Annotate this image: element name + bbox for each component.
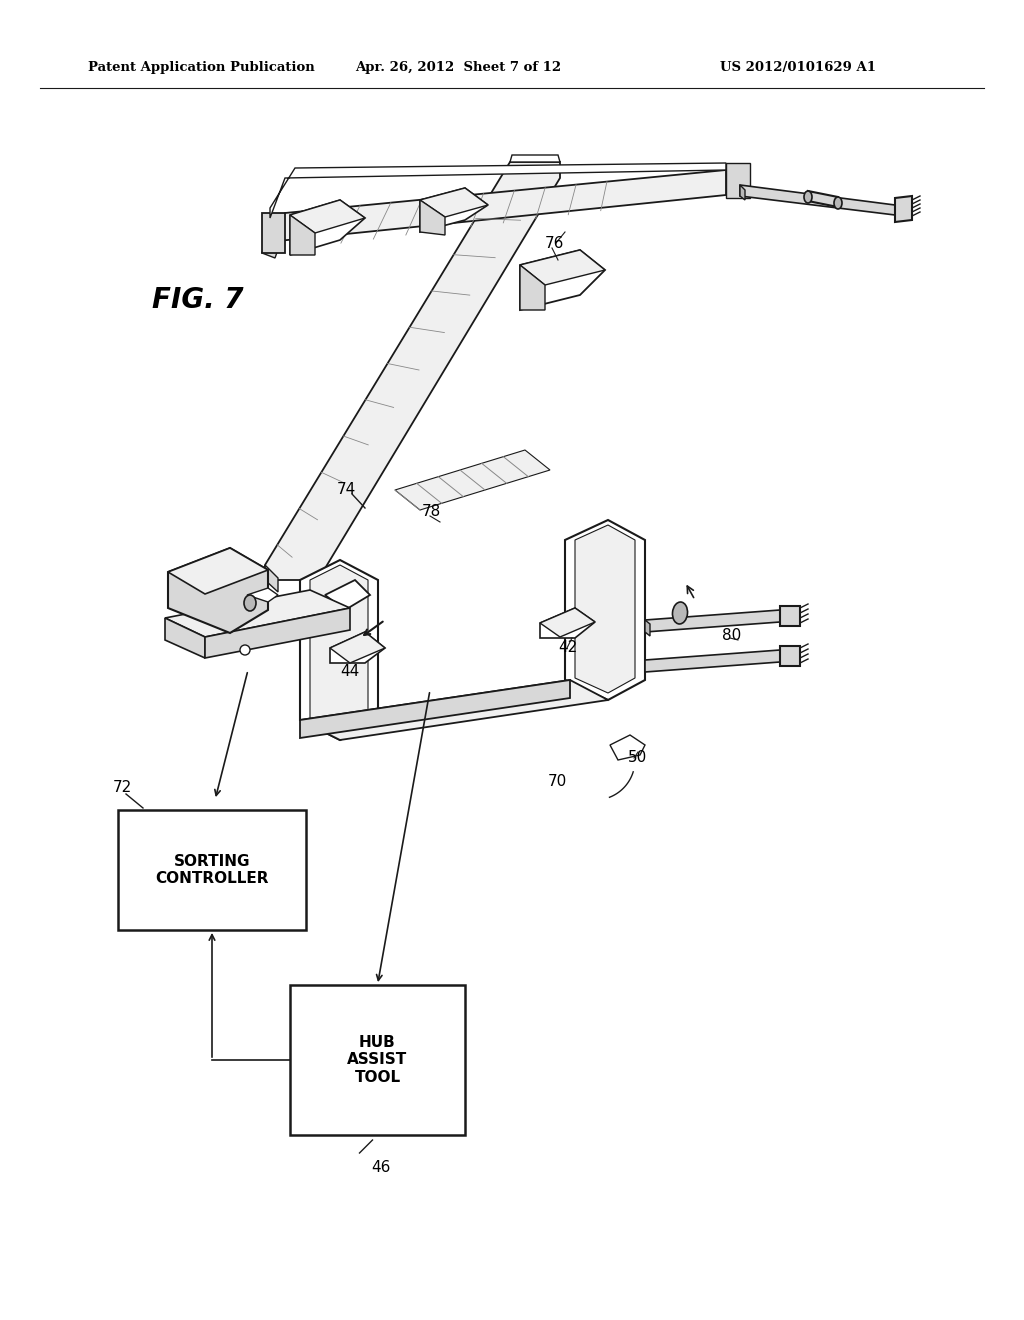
Polygon shape [265,565,278,591]
Text: 46: 46 [372,1159,391,1175]
Text: Patent Application Publication: Patent Application Publication [88,61,314,74]
Polygon shape [520,249,605,285]
FancyArrowPatch shape [687,586,693,598]
Polygon shape [645,610,780,632]
Polygon shape [565,520,645,700]
Text: 72: 72 [113,780,132,796]
Polygon shape [300,680,570,738]
Text: FIG. 7: FIG. 7 [152,286,244,314]
Text: 78: 78 [422,504,441,520]
Polygon shape [330,632,385,663]
Text: 42: 42 [558,639,578,655]
Text: HUB
ASSIST
TOOL: HUB ASSIST TOOL [347,1035,408,1085]
Polygon shape [168,548,268,634]
Polygon shape [610,735,645,760]
Polygon shape [165,590,350,638]
Polygon shape [645,620,650,636]
Polygon shape [420,187,488,216]
Ellipse shape [673,602,687,624]
Polygon shape [262,170,726,253]
Polygon shape [118,810,306,931]
Text: 50: 50 [628,751,647,766]
Text: US 2012/0101629 A1: US 2012/0101629 A1 [720,61,876,74]
Polygon shape [290,201,365,234]
Polygon shape [330,632,385,663]
Polygon shape [520,249,605,310]
Polygon shape [168,548,268,594]
Polygon shape [310,565,368,733]
Polygon shape [510,154,560,162]
Polygon shape [575,525,635,693]
Polygon shape [895,195,912,222]
Polygon shape [808,191,838,207]
Ellipse shape [244,595,256,611]
Polygon shape [740,185,745,201]
Polygon shape [165,618,205,657]
Ellipse shape [804,191,812,203]
Polygon shape [780,645,800,667]
Text: 80: 80 [722,628,741,644]
Polygon shape [262,242,280,257]
Polygon shape [420,187,488,232]
Polygon shape [247,587,278,602]
Text: 76: 76 [545,235,564,251]
Polygon shape [395,450,550,510]
Polygon shape [740,185,895,215]
Polygon shape [420,201,445,235]
Text: 74: 74 [337,483,356,498]
Polygon shape [780,606,800,626]
Polygon shape [290,215,315,255]
Text: 70: 70 [548,775,567,789]
Polygon shape [205,609,350,657]
Polygon shape [540,609,595,638]
Polygon shape [265,162,560,579]
Polygon shape [520,265,545,310]
Circle shape [240,645,250,655]
Ellipse shape [834,197,842,209]
Polygon shape [290,201,365,255]
Polygon shape [325,579,370,610]
Text: Apr. 26, 2012  Sheet 7 of 12: Apr. 26, 2012 Sheet 7 of 12 [355,61,561,74]
Polygon shape [726,162,750,198]
Polygon shape [300,680,608,741]
Polygon shape [270,162,726,218]
Polygon shape [645,649,780,672]
Text: SORTING
CONTROLLER: SORTING CONTROLLER [156,854,268,886]
Polygon shape [262,213,285,253]
Polygon shape [290,985,465,1135]
Polygon shape [540,609,595,638]
Text: 44: 44 [340,664,359,680]
Polygon shape [300,560,378,741]
